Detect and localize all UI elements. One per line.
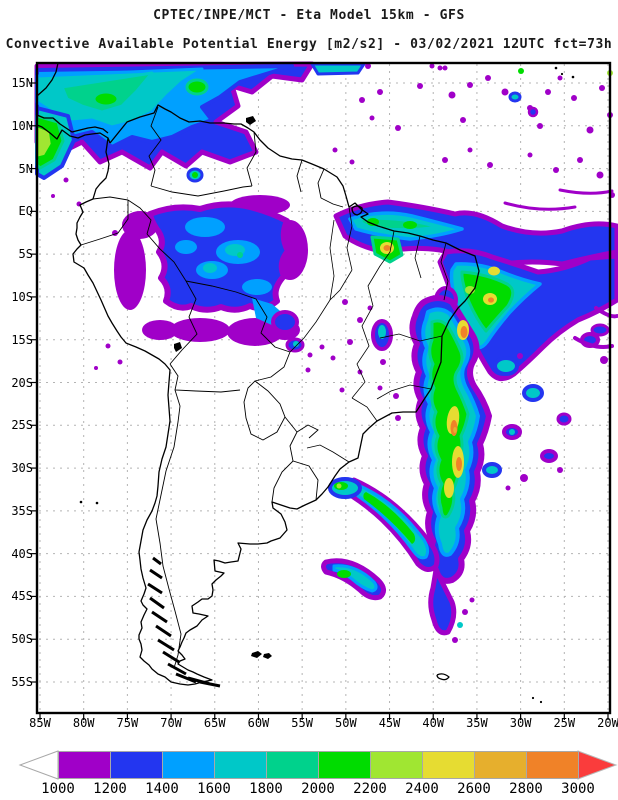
colorbar-tick-label: 3000: [561, 781, 595, 797]
lat-label: 10N: [11, 118, 33, 133]
colorbar-tick-label: 2200: [353, 781, 387, 797]
lat-label: 5S: [18, 247, 33, 262]
lat-label: 15S: [11, 332, 33, 347]
lon-label: 55W: [291, 716, 313, 730]
lon-label: 75W: [116, 716, 139, 730]
lon-label: 50W: [335, 716, 357, 730]
title-model-line: CPTEC/INPE/MCT - Eta Model 15km - GFS: [153, 8, 465, 23]
colorbar-segment: [266, 751, 319, 779]
colorbar-segment: [58, 751, 111, 779]
lat-label: 35S: [11, 503, 33, 518]
colorbar-segment: [214, 751, 267, 779]
coastlines: [36, 62, 480, 686]
colorbar-tick-label: 1800: [249, 781, 283, 797]
colorbar-tick-label: 2000: [301, 781, 335, 797]
lon-label: 85W: [29, 716, 51, 730]
colorbar-above-max-arrow: [577, 750, 618, 780]
colorbar-tick-label: 2800: [509, 781, 543, 797]
colorbar-segment: [318, 751, 371, 779]
lon-label: 80W: [72, 716, 95, 730]
lon-label: 65W: [203, 716, 226, 730]
lon-label: 25W: [553, 716, 576, 730]
map-frame: [35, 61, 612, 715]
colorbar-tick-label: 1000: [41, 781, 75, 797]
lat-label: 5N: [18, 161, 33, 176]
lon-label: 60W: [247, 716, 270, 730]
lon-label: 35W: [466, 716, 488, 730]
colorbar-segment: [422, 751, 475, 779]
colorbar-segment: [162, 751, 215, 779]
lat-label: EQ: [18, 204, 33, 219]
colorbar-tick-label: 2600: [457, 781, 491, 797]
lon-label: 20W: [597, 716, 618, 730]
colorbar-below-min-arrow: [18, 750, 59, 780]
country-borders: [80, 106, 449, 669]
lat-label: 40S: [11, 546, 33, 561]
lat-label: 50S: [11, 632, 33, 647]
cape-shading: [34, 61, 618, 643]
colorbar-segment: [526, 751, 579, 779]
axis-ticks: [30, 82, 609, 720]
colorbar-tick-label: 1400: [145, 781, 179, 797]
lat-label: 20S: [11, 375, 33, 390]
lon-label: 40W: [422, 716, 445, 730]
colorbar-tick-label: 1200: [93, 781, 127, 797]
lat-label: 30S: [11, 461, 33, 476]
colorbar-tick-label: 1600: [197, 781, 231, 797]
colorbar-segment: [474, 751, 527, 779]
lon-label: 45W: [378, 716, 401, 730]
lon-label: 30W: [509, 716, 532, 730]
lat-label: 10S: [11, 289, 33, 304]
lat-label: 55S: [11, 675, 33, 689]
title-variable-line: Convective Available Potential Energy [m…: [5, 37, 613, 52]
colorbar-segment: [370, 751, 423, 779]
colorbar-segment: [110, 751, 163, 779]
lat-label: 25S: [11, 418, 33, 433]
lat-label: 15N: [11, 76, 33, 90]
grid-lines: [39, 64, 609, 712]
lat-label: 45S: [11, 589, 33, 604]
colorbar-tick-label: 2400: [405, 781, 439, 797]
lon-label: 70W: [160, 716, 182, 730]
islands-and-lakes: [79, 66, 575, 704]
